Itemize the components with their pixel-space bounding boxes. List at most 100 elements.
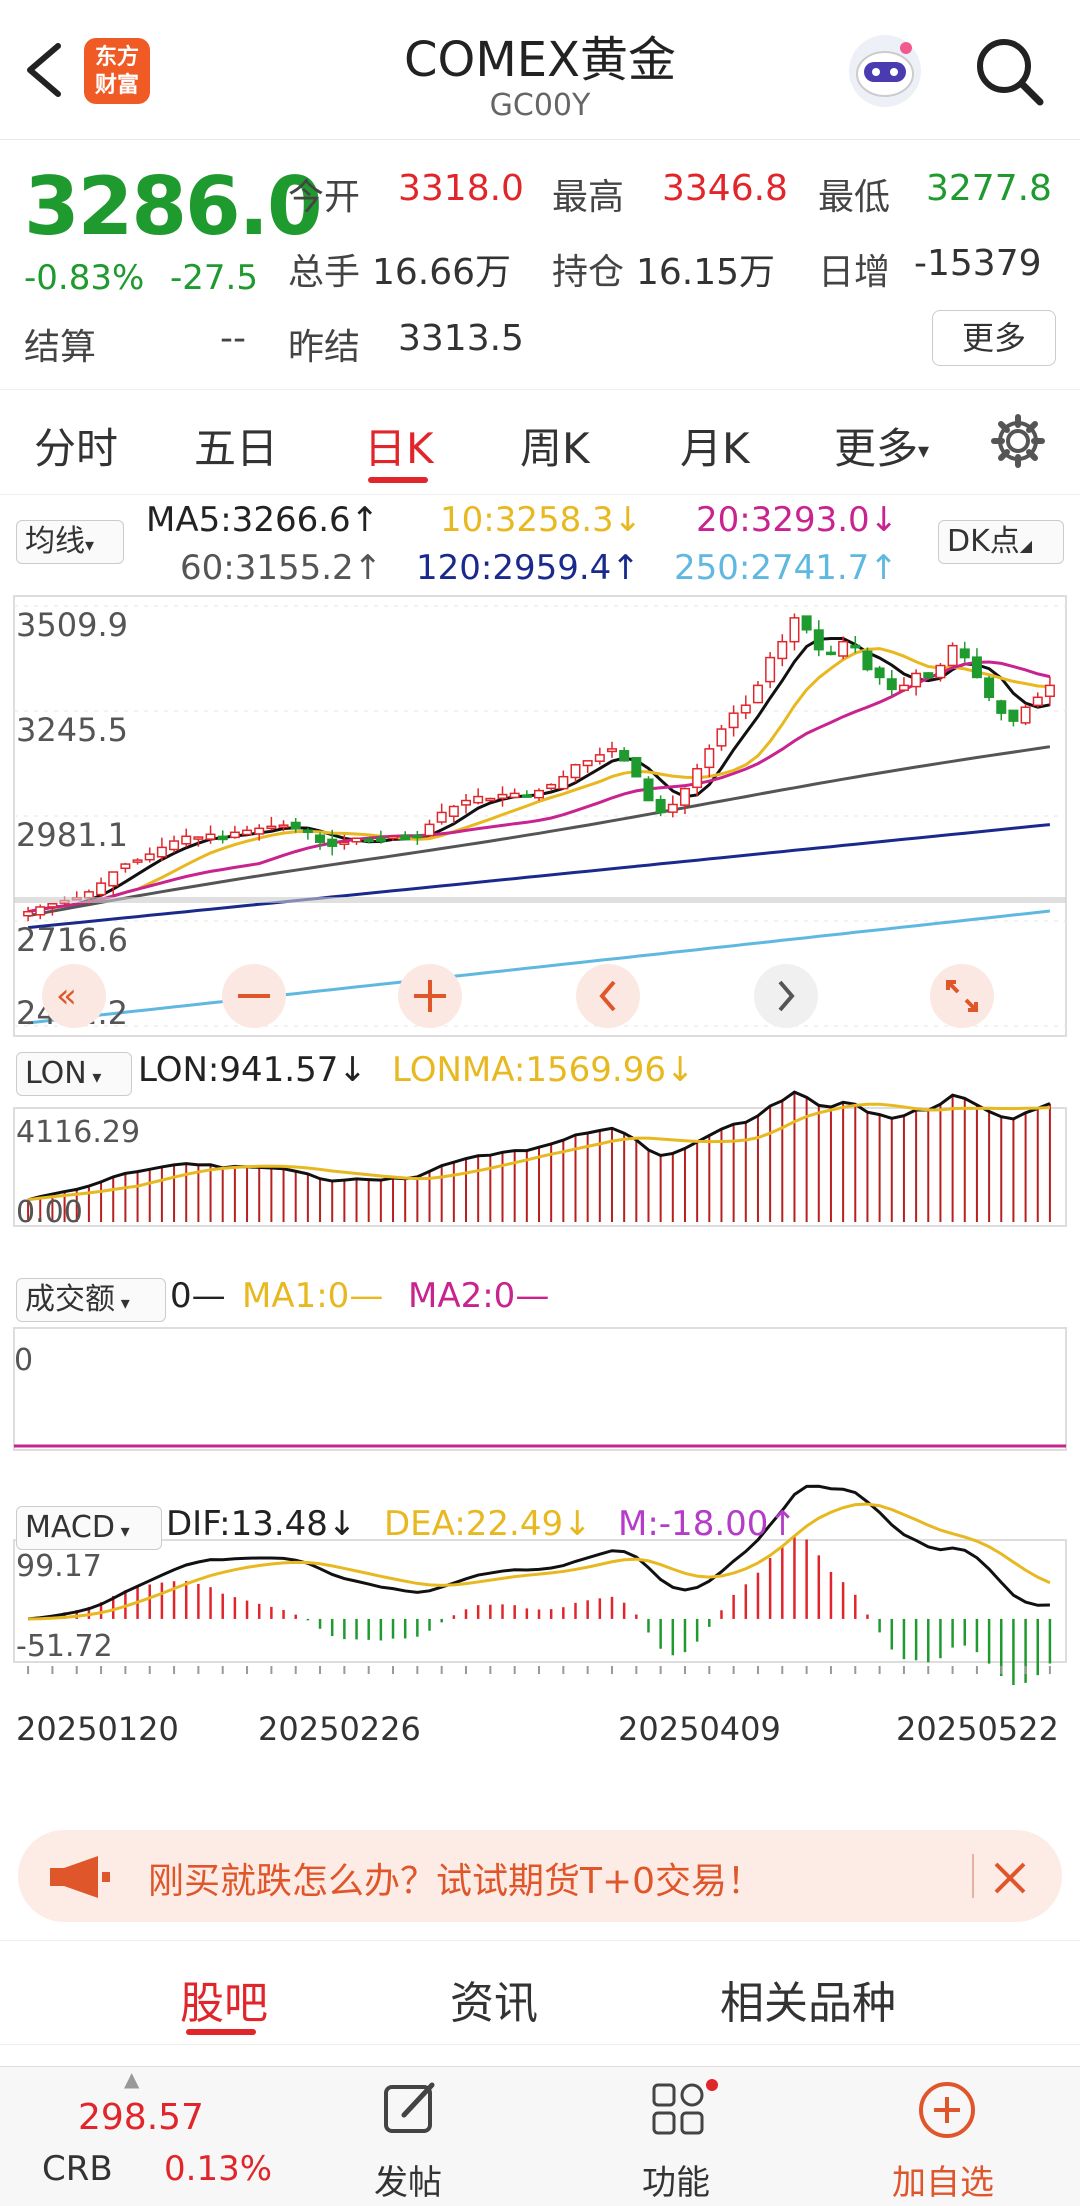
date-label-3: 20250409 (618, 1710, 781, 1748)
macd-dif-line (27, 1484, 1050, 1621)
date-label-4: 20250522 (896, 1710, 1059, 1748)
dropdown-caret-icon: ▾ (918, 439, 930, 464)
candle-body (935, 664, 946, 679)
ma60-value: 60:3155.2↑ (180, 548, 383, 588)
add-watchlist-icon[interactable] (916, 2079, 978, 2141)
candle-body (35, 906, 46, 916)
macd-dea-line (28, 1502, 1051, 1621)
high-value: 3346.8 (662, 168, 788, 209)
tab-monthly-k[interactable]: 月K (680, 424, 750, 473)
candle-body (266, 825, 277, 830)
candle-body (108, 871, 119, 887)
settings-gear-icon[interactable] (990, 413, 1046, 469)
lon-indicator-selector[interactable]: LON ▾ (16, 1052, 132, 1096)
tab-daily-k[interactable]: 日K (364, 424, 434, 473)
tab-guba[interactable]: 股吧 (180, 1978, 268, 2029)
expand-icon (946, 980, 978, 1012)
add-watchlist-label[interactable]: 加自选 (892, 2163, 994, 2203)
tab-weekly-k[interactable]: 周K (520, 424, 590, 473)
candle-body (47, 903, 58, 908)
candle-body (1020, 706, 1031, 724)
candle-body (898, 684, 909, 691)
lon-line (27, 1090, 1051, 1202)
functions-grid-icon[interactable] (648, 2079, 718, 2141)
open-interest-value: 16.15万 (636, 252, 776, 293)
candle-body (692, 768, 703, 789)
tab-more[interactable]: 更多▾ (834, 415, 929, 476)
close-icon[interactable] (990, 1858, 1030, 1898)
active-subtab-indicator (186, 2029, 256, 2035)
scroll-left-button[interactable] (576, 964, 640, 1028)
low-label: 最低 (818, 177, 891, 218)
tab-related[interactable]: 相关品种 (720, 1978, 896, 2029)
candle-body (351, 837, 362, 843)
tab-intraday[interactable]: 分时 (34, 424, 119, 473)
date-label-2: 20250226 (258, 1710, 421, 1748)
chevron-right-icon (778, 980, 795, 1012)
turnover-ma1: MA1:0— (242, 1276, 384, 1316)
settle-label: 结算 (24, 327, 97, 368)
back-arrow-icon[interactable] (22, 40, 66, 100)
candle-body (606, 748, 617, 753)
candle-body (655, 798, 666, 814)
daily-increase-value: -15379 (914, 243, 1042, 284)
candle-body (971, 656, 982, 679)
scroll-to-start-button[interactable] (42, 964, 106, 1028)
candle-body (242, 829, 253, 836)
macd-tick-top: 99.17 (16, 1549, 102, 1584)
post-label[interactable]: 发帖 (374, 2163, 442, 2203)
bottom-toolbar: ▲ 298.57 CRB 0.13% 发帖 功能 加自选 (0, 2066, 1080, 2206)
functions-label[interactable]: 功能 (642, 2163, 710, 2203)
candle-body (83, 891, 94, 899)
candle-body (752, 684, 763, 704)
candle-body (667, 803, 678, 813)
candle-body (497, 793, 508, 800)
promo-banner[interactable]: 刚买就跌怎么办？试试期货T+0交易！ (18, 1830, 1062, 1922)
price-tick-label: 3245.5 (16, 711, 128, 749)
lon-tick-bottom: 0.00 (16, 1195, 83, 1230)
candle-body (1008, 709, 1019, 722)
candle-body (582, 760, 593, 767)
candle-body (120, 863, 131, 870)
edit-post-icon[interactable] (380, 2079, 442, 2141)
candle-body (400, 834, 411, 841)
ma10-value: 10:3258.3↓ (440, 500, 643, 540)
ma5-value: MA5:3266.6↑ (146, 500, 380, 540)
macd-panel-frame (13, 1539, 1067, 1663)
turnover-indicator-selector[interactable]: 成交额 ▾ (16, 1278, 166, 1322)
lonma-value: LONMA:1569.96↓ (392, 1050, 695, 1090)
candle-body (996, 700, 1007, 714)
megaphone-icon (50, 1856, 110, 1898)
tab-five-day[interactable]: 五日 (194, 424, 279, 473)
robot-assistant-icon[interactable] (846, 32, 924, 110)
macd-dif-value: DIF:13.48↓ (166, 1504, 357, 1544)
search-icon[interactable] (974, 36, 1046, 108)
candle-body (278, 824, 289, 828)
candle-body (558, 775, 569, 790)
fullscreen-button[interactable] (930, 964, 994, 1028)
plus-icon (414, 980, 446, 1012)
macd-dea-value: DEA:22.49↓ (384, 1504, 592, 1544)
quote-panel: 3286.0 -0.83% -27.5 结算 -- 今开 3318.0 最高 3… (0, 140, 1080, 390)
candle-body (339, 841, 350, 845)
candle-body (825, 651, 836, 656)
ma-indicator-selector[interactable]: 均线▾ (16, 520, 124, 564)
candle-body (193, 836, 204, 840)
dk-point-toggle[interactable]: DK点◢ (938, 520, 1064, 564)
candle-body (23, 910, 34, 917)
candle-body (448, 805, 459, 817)
macd-indicator-selector[interactable]: MACD ▾ (16, 1506, 162, 1550)
chevron-left-icon (599, 980, 616, 1012)
ma60-line (27, 745, 1051, 918)
date-label-1: 20250120 (16, 1710, 179, 1748)
tab-news[interactable]: 资讯 (450, 1978, 538, 2029)
daily-increase-label: 日增 (818, 252, 891, 293)
scroll-right-button[interactable] (754, 964, 818, 1028)
candle-body (485, 797, 496, 802)
crb-value[interactable]: 298.57 (78, 2097, 204, 2138)
macd-tick-bottom: -51.72 (16, 1629, 113, 1664)
more-button[interactable]: 更多 (932, 310, 1056, 366)
open-value: 3318.0 (398, 168, 524, 209)
crb-up-arrow-icon: ▲ (124, 2067, 140, 2091)
